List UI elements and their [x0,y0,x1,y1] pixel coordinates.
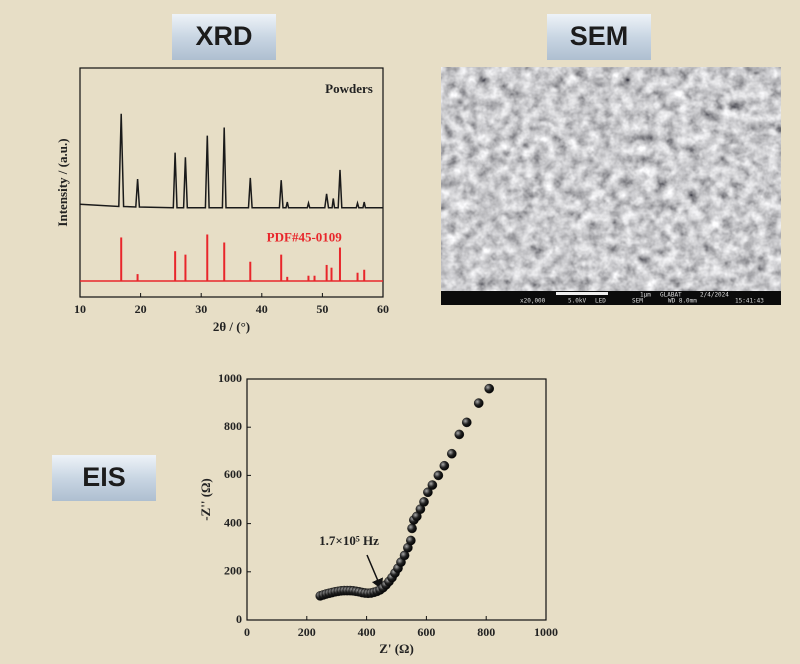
x-tick-label: 200 [298,625,316,639]
x-axis-label: Z' (Ω) [379,641,414,656]
sem-operator: GLABAT [660,292,682,299]
x-tick-label: 30 [195,302,207,316]
x-tick-label: 0 [244,625,250,639]
pattern-line [79,113,383,209]
button-eis: EIS [52,455,156,501]
x-tick-label: 800 [477,625,495,639]
sem-time: 15:41:43 [735,298,764,305]
y-axis-label: -Z'' (Ω) [198,478,213,521]
y-tick-label: 800 [224,419,242,433]
button-sem: SEM [547,14,651,60]
sem-wd: WD 8.0mm [668,298,697,305]
x-tick-label: 50 [316,302,328,316]
x-tick-label: 60 [377,302,389,316]
label: XRD [195,21,252,51]
label: SEM [570,21,629,51]
x-axis-label: 2θ / (°) [213,319,250,334]
x-tick-label: 400 [358,625,376,639]
sem-detector: LED [595,298,606,305]
y-axis-label: Intensity / (a.u.) [55,138,70,226]
sem-mag: x20,000 [520,298,546,305]
label: EIS [82,462,126,492]
sem-scale: 1μm [640,292,651,299]
plot-frame [79,67,384,298]
point [473,398,484,408]
y-tick-label: 1000 [218,371,242,385]
point [439,460,450,471]
annotation: 1.7×10⁵ Hz [319,533,379,548]
point [423,487,433,498]
sem-kv: 5.0kV [568,298,586,305]
y-tick-label: 600 [224,467,242,481]
sem-mode: SEM [632,298,643,305]
button-xrd: XRD [172,14,276,60]
plot-frame [246,378,547,621]
point [419,497,429,507]
point [484,383,494,394]
point [407,523,417,534]
point [454,429,465,440]
sem-image: 1μm GLABAT 2/4/2024 x20,000 5.0kV LED SE… [441,67,781,305]
series-label: Powders [325,81,373,96]
sem-date: 2/4/2024 [700,292,729,299]
y-tick-label: 400 [224,515,242,529]
x-tick-label: 1000 [534,625,558,639]
x-tick-label: 20 [135,302,147,316]
point [461,417,472,428]
annotation-arrow [366,554,384,590]
point [427,480,438,490]
series-label: PDF#45-0109 [267,229,343,244]
y-tick-label: 200 [224,564,242,578]
point [433,470,444,481]
x-tick-label: 600 [417,625,435,639]
x-tick-label: 40 [256,302,268,316]
x-tick-label: 10 [74,302,86,316]
point [406,535,416,546]
y-tick-label: 0 [236,612,242,626]
point [447,448,457,459]
